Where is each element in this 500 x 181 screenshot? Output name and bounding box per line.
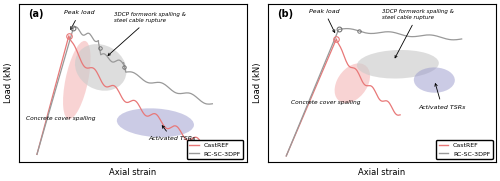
Y-axis label: Load (kN): Load (kN) — [254, 63, 262, 104]
Ellipse shape — [334, 63, 370, 103]
Text: Peak load: Peak load — [64, 10, 95, 29]
Text: 3DCP formwork spalling &
steel cable rupture: 3DCP formwork spalling & steel cable rup… — [382, 9, 454, 58]
Y-axis label: Load (kN): Load (kN) — [4, 63, 13, 104]
Text: Activated TSRs: Activated TSRs — [148, 126, 196, 141]
Text: Peak load: Peak load — [309, 9, 340, 32]
Text: (b): (b) — [277, 9, 293, 19]
Ellipse shape — [63, 41, 90, 119]
Text: 3DCP formwork spalling &
steel cable rupture: 3DCP formwork spalling & steel cable rup… — [108, 12, 186, 55]
Ellipse shape — [75, 44, 126, 91]
X-axis label: Axial strain: Axial strain — [109, 168, 156, 177]
Ellipse shape — [357, 50, 439, 79]
Text: (a): (a) — [28, 9, 44, 19]
Text: Concrete cover spalling: Concrete cover spalling — [291, 100, 360, 105]
Legend: CastREF, RC-SC-3DPF: CastREF, RC-SC-3DPF — [436, 140, 492, 159]
Ellipse shape — [117, 108, 194, 137]
Text: Concrete cover spalling: Concrete cover spalling — [26, 115, 95, 121]
Legend: CastREF, RC-SC-3DPF: CastREF, RC-SC-3DPF — [187, 140, 244, 159]
Ellipse shape — [414, 67, 455, 93]
X-axis label: Axial strain: Axial strain — [358, 168, 406, 177]
Text: Activated TSRs: Activated TSRs — [418, 84, 466, 110]
